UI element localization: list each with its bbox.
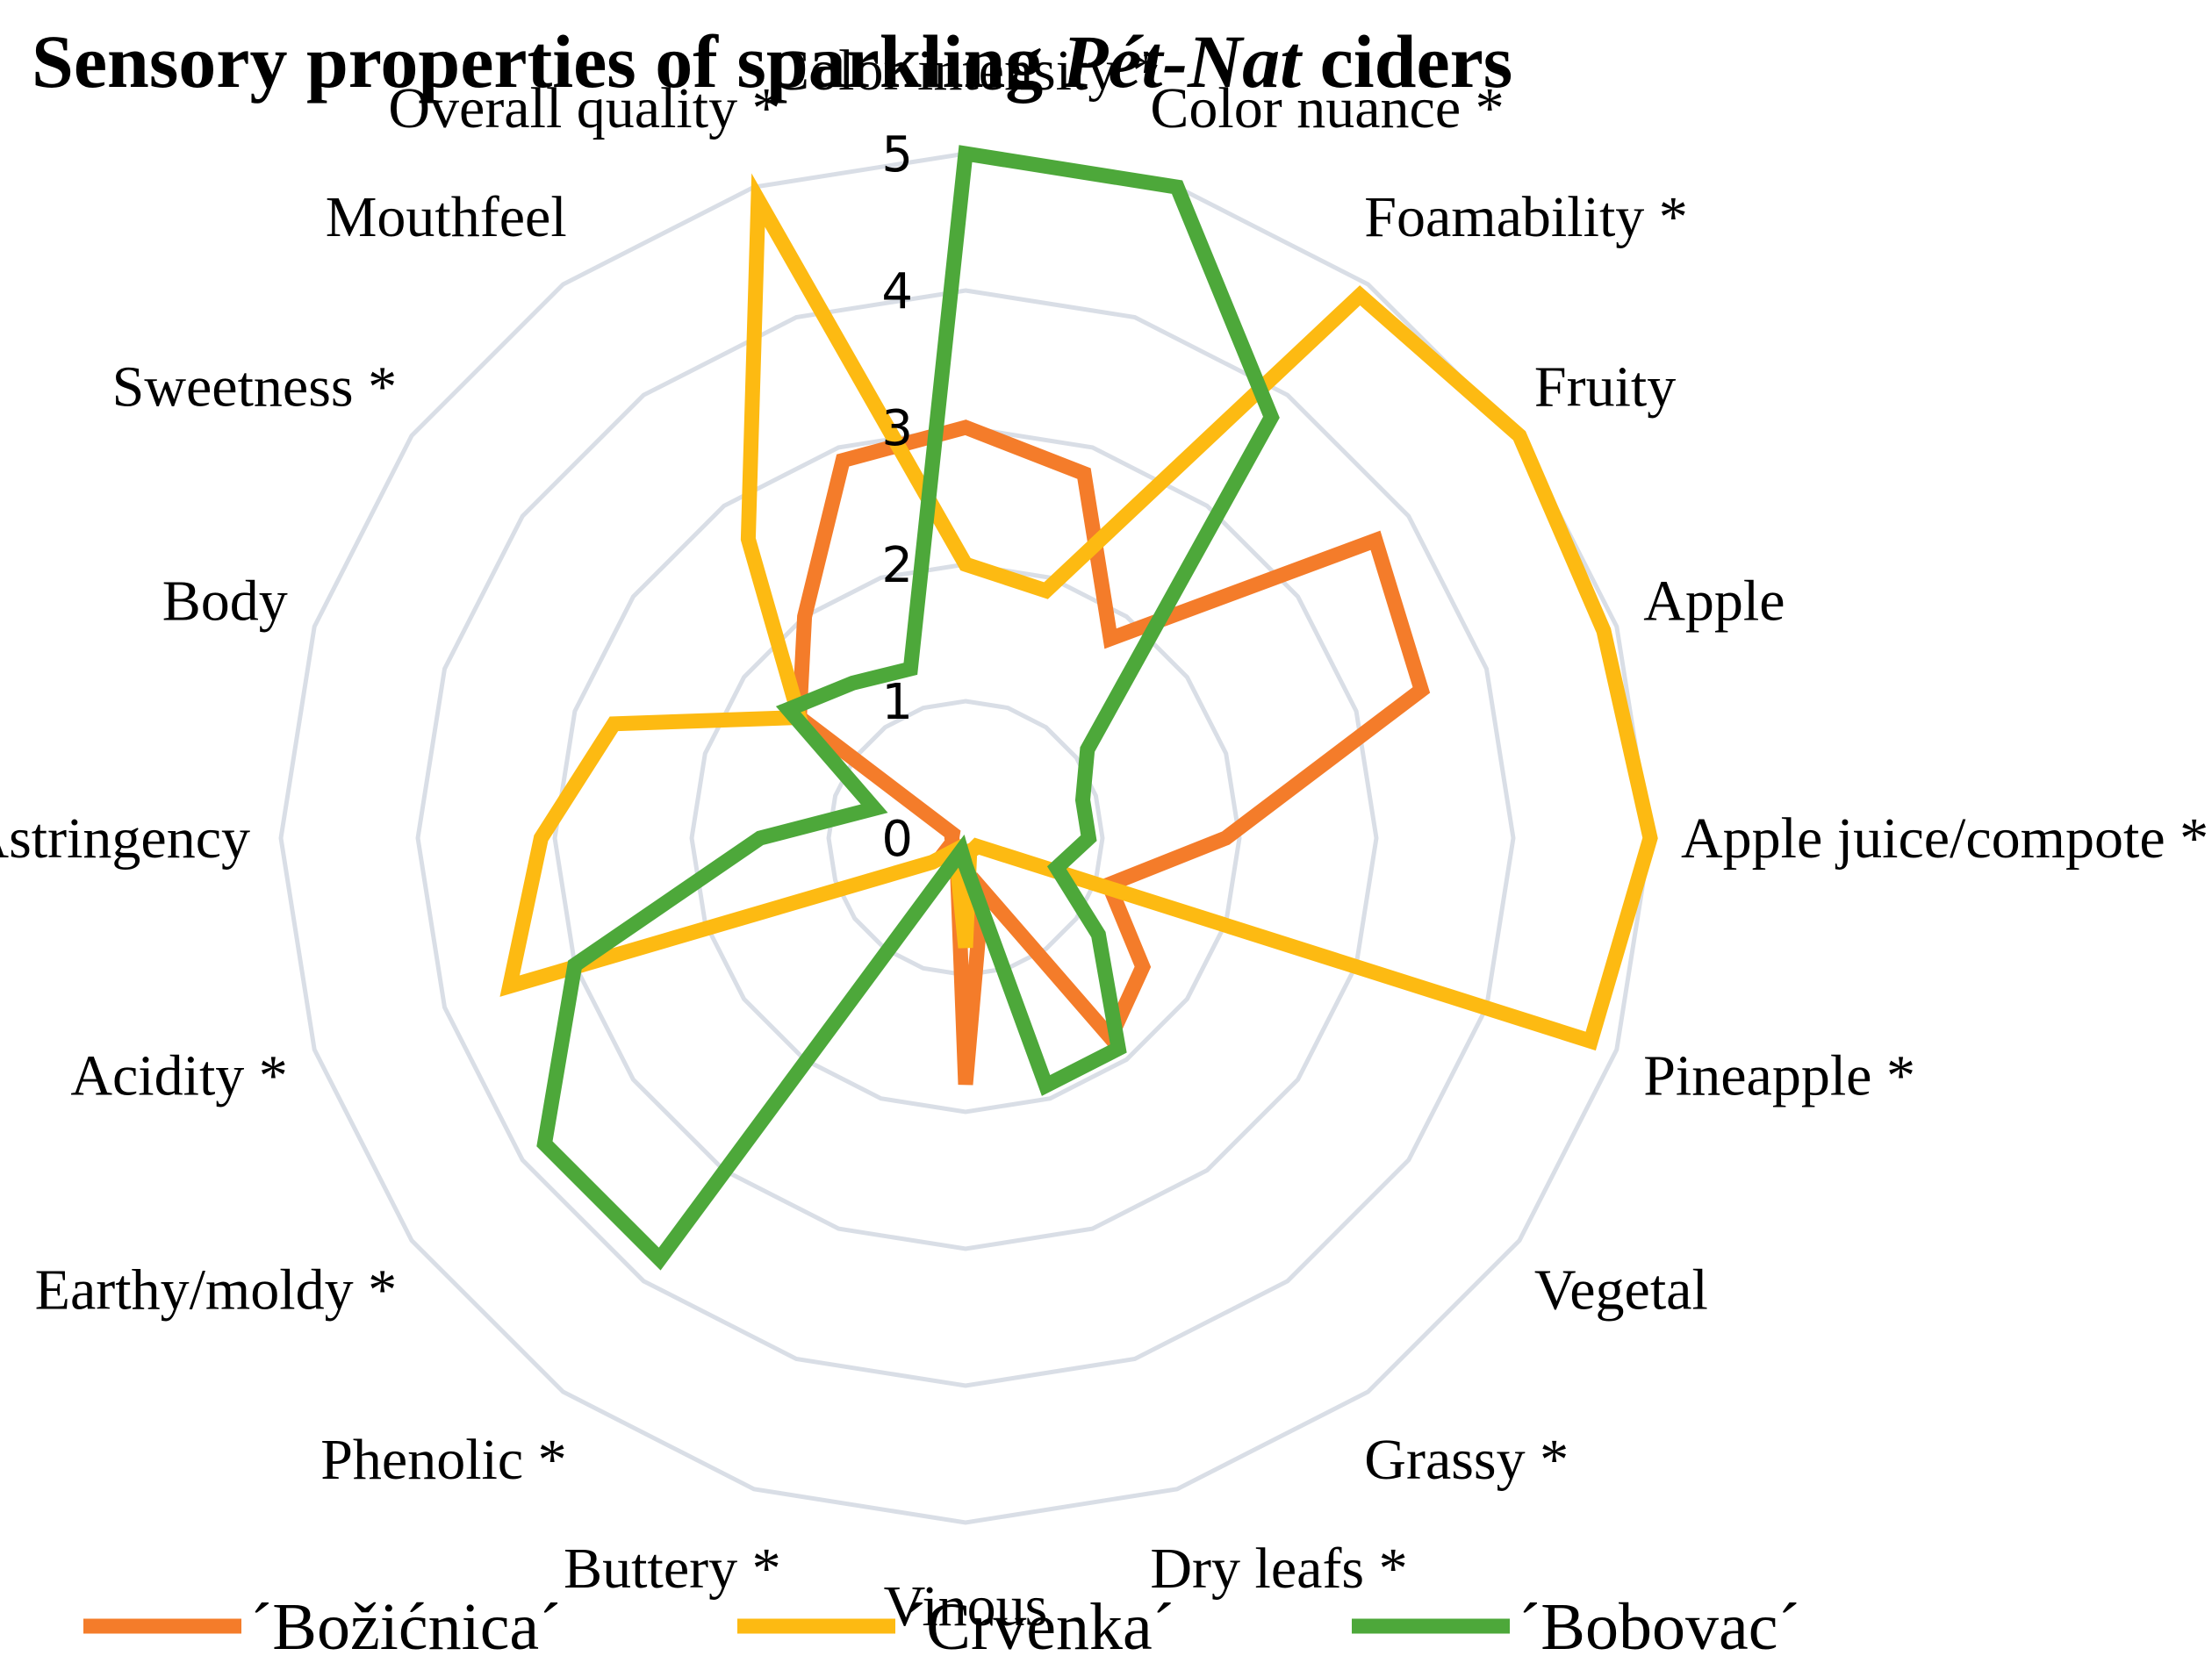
series-lines bbox=[499, 145, 1658, 1271]
grid-ring-5 bbox=[278, 151, 1653, 1525]
legend-label-bo-i-nica: ´Božićnica´ bbox=[250, 1590, 561, 1663]
radial-tick-labels: 0 1 2 3 4 5 bbox=[881, 126, 913, 868]
axis-label-grassy: Grassy * bbox=[1364, 1428, 1569, 1492]
chart-title: Sensory properties of sparkling Pét-Nat … bbox=[32, 19, 1513, 104]
grid-ring-4 bbox=[415, 288, 1516, 1388]
axis-label-sweetness: Sweetness * bbox=[112, 355, 397, 419]
axis-label-vegetal: Vegetal bbox=[1534, 1258, 1708, 1322]
axis-label-acidity: Acidity * bbox=[70, 1043, 287, 1107]
axis-label-color-intensity: Color intensity * bbox=[771, 39, 1160, 103]
axis-label-vinous: Vinous bbox=[884, 1574, 1048, 1638]
axis-label-fruity: Fruity bbox=[1534, 355, 1676, 419]
series-line-crvenka bbox=[499, 173, 1658, 1051]
legend: ´Božićnica´ ´Crvenka´ ´Bobovac´ bbox=[83, 1590, 1800, 1663]
axis-labels: Color intensity *Color nuance * Foamabili… bbox=[0, 39, 2208, 1638]
axis-label-body: Body bbox=[162, 570, 288, 634]
axis-label-phenolic: Phenolic * bbox=[320, 1428, 566, 1492]
radial-tick-2: 2 bbox=[881, 537, 913, 594]
legend-label-crvenka: ´Crvenka´ bbox=[904, 1590, 1174, 1663]
radial-tick-1: 1 bbox=[881, 674, 913, 731]
axis-label-color-nuance: Color nuance * bbox=[1150, 76, 1504, 140]
radar-grid bbox=[278, 151, 1653, 1525]
series-line-bobovac bbox=[536, 145, 1280, 1271]
axis-label-pineapple: Pineapple * bbox=[1643, 1043, 1915, 1107]
grid-ring-3 bbox=[552, 425, 1379, 1251]
axis-label-foamability: Foamability * bbox=[1364, 185, 1687, 249]
axis-label-overall-quality: Overall quality * bbox=[388, 76, 780, 140]
axis-label-apple-juice-compote: Apple juice/compote * bbox=[1681, 806, 2208, 871]
grid-ring-2 bbox=[689, 562, 1242, 1115]
radial-tick-3: 3 bbox=[881, 400, 913, 457]
radial-tick-5: 5 bbox=[881, 126, 913, 183]
axis-label-buttery: Buttery * bbox=[564, 1537, 780, 1601]
axis-label-apple: Apple bbox=[1643, 570, 1785, 634]
series-line-bo-i-nica bbox=[791, 419, 1431, 1086]
radial-tick-4: 4 bbox=[881, 263, 913, 320]
axis-label-dry-leafs: Dry leafs * bbox=[1150, 1537, 1407, 1601]
axis-label-mouthfeel: Mouthfeel bbox=[326, 185, 567, 249]
axis-label-astringency: Astringency bbox=[0, 806, 250, 871]
axis-label-earthy-moldy: Earthy/moldy * bbox=[35, 1258, 397, 1322]
legend-label-bobovac: ´Bobovac´ bbox=[1519, 1590, 1800, 1663]
radial-tick-0: 0 bbox=[881, 811, 913, 868]
